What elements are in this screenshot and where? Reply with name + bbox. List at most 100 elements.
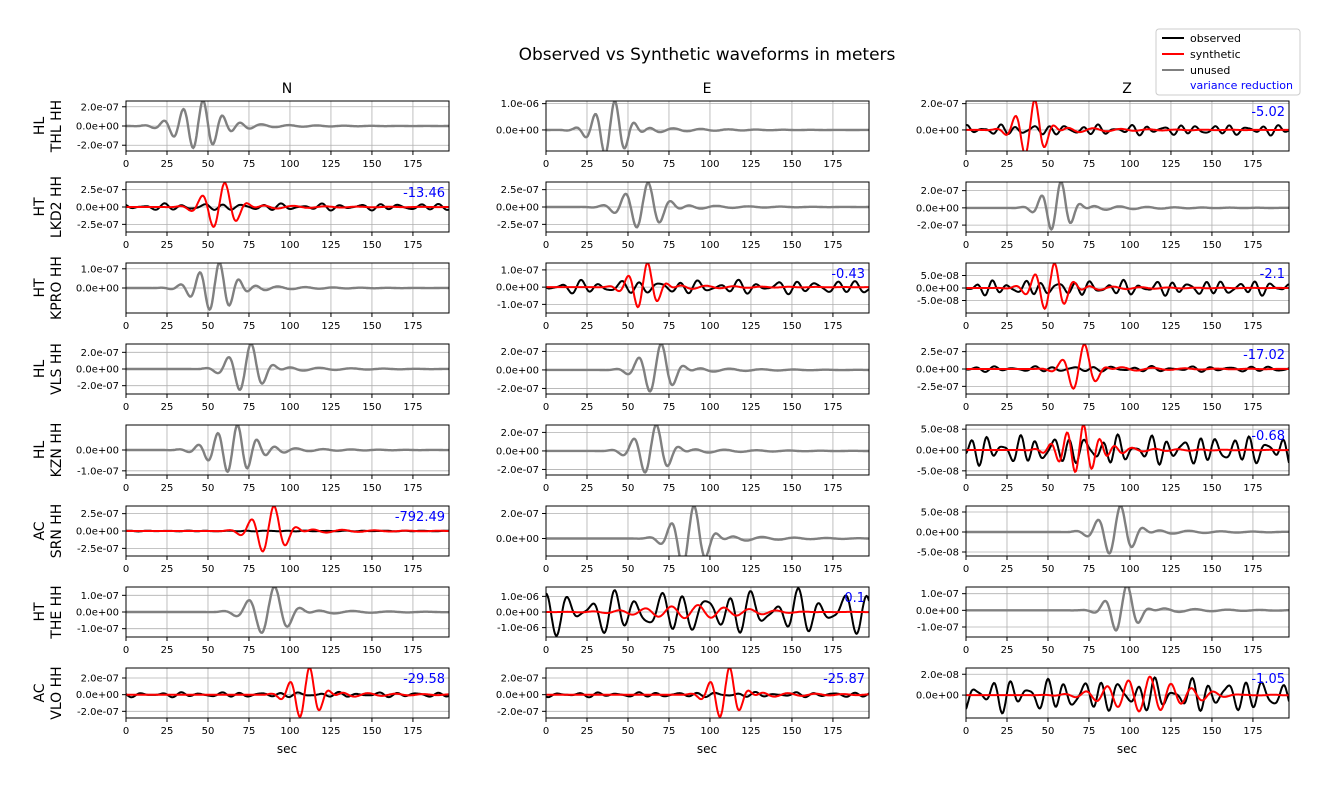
x-tick-label: 175 bbox=[403, 240, 422, 251]
y-tick-label: -5.0e-08 bbox=[917, 296, 959, 307]
x-tick-label: 125 bbox=[1161, 645, 1180, 656]
x-tick-label: 0 bbox=[963, 321, 969, 332]
x-tick-label: 50 bbox=[1042, 726, 1055, 737]
y-tick-label: 0.0e+00 bbox=[496, 283, 539, 294]
y-tick-label: 0.0e+00 bbox=[76, 284, 119, 295]
y-tick-label: 2.0e-08 bbox=[921, 670, 959, 681]
y-tick-label: 2.0e-07 bbox=[81, 102, 119, 113]
y-tick-label: 0.0e+00 bbox=[916, 691, 959, 702]
y-tick-label: 0.0e+00 bbox=[496, 690, 539, 701]
unused-trace bbox=[546, 182, 869, 229]
x-tick-label: 100 bbox=[700, 240, 719, 251]
x-tick-label: 25 bbox=[581, 483, 594, 494]
y-tick-label: -1.0e-07 bbox=[497, 300, 539, 311]
x-tick-label: 50 bbox=[1042, 402, 1055, 413]
legend-unused-label: unused bbox=[1190, 64, 1230, 77]
x-tick-label: 150 bbox=[1202, 159, 1221, 170]
x-tick-label: 50 bbox=[1042, 645, 1055, 656]
axes-frame bbox=[965, 586, 1290, 638]
x-tick-label: 150 bbox=[782, 483, 801, 494]
x-tick-label: 175 bbox=[1243, 645, 1262, 656]
x-tick-label: 100 bbox=[1120, 645, 1139, 656]
network-code: HL bbox=[32, 441, 48, 460]
x-tick-label: 0 bbox=[543, 240, 549, 251]
x-tick-label: 175 bbox=[823, 564, 842, 575]
y-tick-label: 0.0e+00 bbox=[76, 203, 119, 214]
y-tick-label: 5.0e-08 bbox=[921, 508, 959, 519]
x-tick-label: 75 bbox=[1083, 726, 1096, 737]
x-tick-label: 50 bbox=[622, 402, 635, 413]
y-tick-label: 2.0e-07 bbox=[921, 99, 959, 110]
x-tick-label: 125 bbox=[321, 240, 340, 251]
column-titles: N E Z bbox=[282, 81, 1132, 97]
synthetic-trace bbox=[966, 344, 1289, 390]
x-tick-label: 0 bbox=[543, 483, 549, 494]
panel-thl-hh-e: 0 25 50 75 100 125 150 175 1.0e-06 0.0e+00 bbox=[496, 99, 870, 170]
x-tick-label: 175 bbox=[823, 483, 842, 494]
x-tick-label: 100 bbox=[1120, 483, 1139, 494]
x-tick-label: 150 bbox=[782, 726, 801, 737]
x-tick-label: 25 bbox=[581, 159, 594, 170]
x-tick-label: 150 bbox=[362, 402, 381, 413]
x-tick-label: 50 bbox=[202, 726, 215, 737]
x-tick-label: 50 bbox=[622, 645, 635, 656]
variance-reduction-value: -0.43 bbox=[831, 267, 865, 282]
variance-reduction-value: -29.58 bbox=[403, 672, 445, 687]
y-tick-label: -2.0e-07 bbox=[77, 381, 119, 392]
panel-vlo-hh-n: 0 25 50 75 100 125 150 175 2.0e-07 0.0e+00 -2.0e-0… bbox=[76, 667, 450, 737]
x-tick-label: 125 bbox=[741, 483, 760, 494]
row-kzn-hh: HLKZN HH 0 25 50 75 100 125 150 175 0.0e+00 -1.0e-… bbox=[32, 423, 1290, 494]
x-tick-label: 75 bbox=[243, 159, 256, 170]
legend-observed-label: observed bbox=[1190, 32, 1241, 45]
station-code: KZN HH bbox=[49, 423, 65, 478]
panel-the-hh-z: 0 25 50 75 100 125 150 175 1.0e-07 0.0e+00 -1.0e-0… bbox=[916, 586, 1290, 656]
x-tick-label: 175 bbox=[1243, 159, 1262, 170]
station-code: LKD2 HH bbox=[49, 176, 65, 238]
x-tick-label: 75 bbox=[1083, 159, 1096, 170]
station-label-kpro-hh: HTKPRO HH bbox=[32, 256, 65, 320]
y-tick-label: -2.0e-07 bbox=[497, 707, 539, 718]
axes-frame bbox=[545, 424, 870, 476]
x-axis-label-z: sec bbox=[1117, 742, 1137, 756]
y-tick-label: -2.5e-07 bbox=[497, 220, 539, 231]
station-code: KPRO HH bbox=[49, 256, 65, 320]
unused-trace bbox=[126, 263, 449, 312]
synthetic-trace bbox=[546, 668, 869, 718]
x-tick-label: 150 bbox=[1202, 726, 1221, 737]
x-tick-label: 100 bbox=[280, 402, 299, 413]
panel-kpro-hh-z: 0 25 50 75 100 125 150 175 5.0e-08 0.0e+00-5.0e-0… bbox=[916, 262, 1290, 332]
x-tick-label: 75 bbox=[243, 240, 256, 251]
x-tick-label: 0 bbox=[123, 726, 129, 737]
x-tick-label: 75 bbox=[663, 726, 676, 737]
y-tick-label: 0.0e+00 bbox=[916, 125, 959, 136]
synthetic-trace bbox=[966, 425, 1289, 474]
x-tick-label: 150 bbox=[782, 402, 801, 413]
x-tick-label: 75 bbox=[663, 240, 676, 251]
station-code: VLS HH bbox=[49, 343, 65, 395]
network-code: AC bbox=[32, 521, 48, 540]
x-tick-label: 100 bbox=[1120, 726, 1139, 737]
x-tick-label: 150 bbox=[1202, 240, 1221, 251]
network-code: AC bbox=[32, 683, 48, 702]
x-tick-label: 75 bbox=[663, 564, 676, 575]
x-tick-label: 100 bbox=[1120, 402, 1139, 413]
y-tick-label: 2.0e-07 bbox=[921, 186, 959, 197]
x-tick-label: 175 bbox=[403, 402, 422, 413]
x-tick-label: 50 bbox=[1042, 321, 1055, 332]
x-tick-label: 75 bbox=[663, 321, 676, 332]
y-tick-label: -1.0e-07 bbox=[917, 623, 959, 634]
x-tick-label: 25 bbox=[1001, 159, 1014, 170]
row-the-hh: HTTHE HH 0 25 50 75 100 125 150 175 1.0e-07 0.0e+0… bbox=[32, 585, 1290, 656]
y-tick-label: -5.0e-08 bbox=[917, 548, 959, 559]
x-tick-label: 175 bbox=[403, 726, 422, 737]
x-tick-label: 25 bbox=[1001, 321, 1014, 332]
panel-kzn-hh-n: 0 25 50 75 100 125 150 175 0.0e+00 -1.0e-07 bbox=[76, 424, 450, 494]
legend-variance-reduction-label: variance reduction bbox=[1190, 79, 1293, 92]
variance-reduction-value: -13.46 bbox=[403, 186, 445, 201]
axes-frame bbox=[965, 667, 1290, 719]
axes-frame bbox=[545, 100, 870, 152]
variance-reduction-value: -5.02 bbox=[1251, 105, 1285, 120]
panel-the-hh-n: 0 25 50 75 100 125 150 175 1.0e-07 0.0e+00 -1.0e-0… bbox=[76, 586, 450, 656]
x-tick-label: 0 bbox=[543, 564, 549, 575]
axes-frame bbox=[545, 343, 870, 395]
